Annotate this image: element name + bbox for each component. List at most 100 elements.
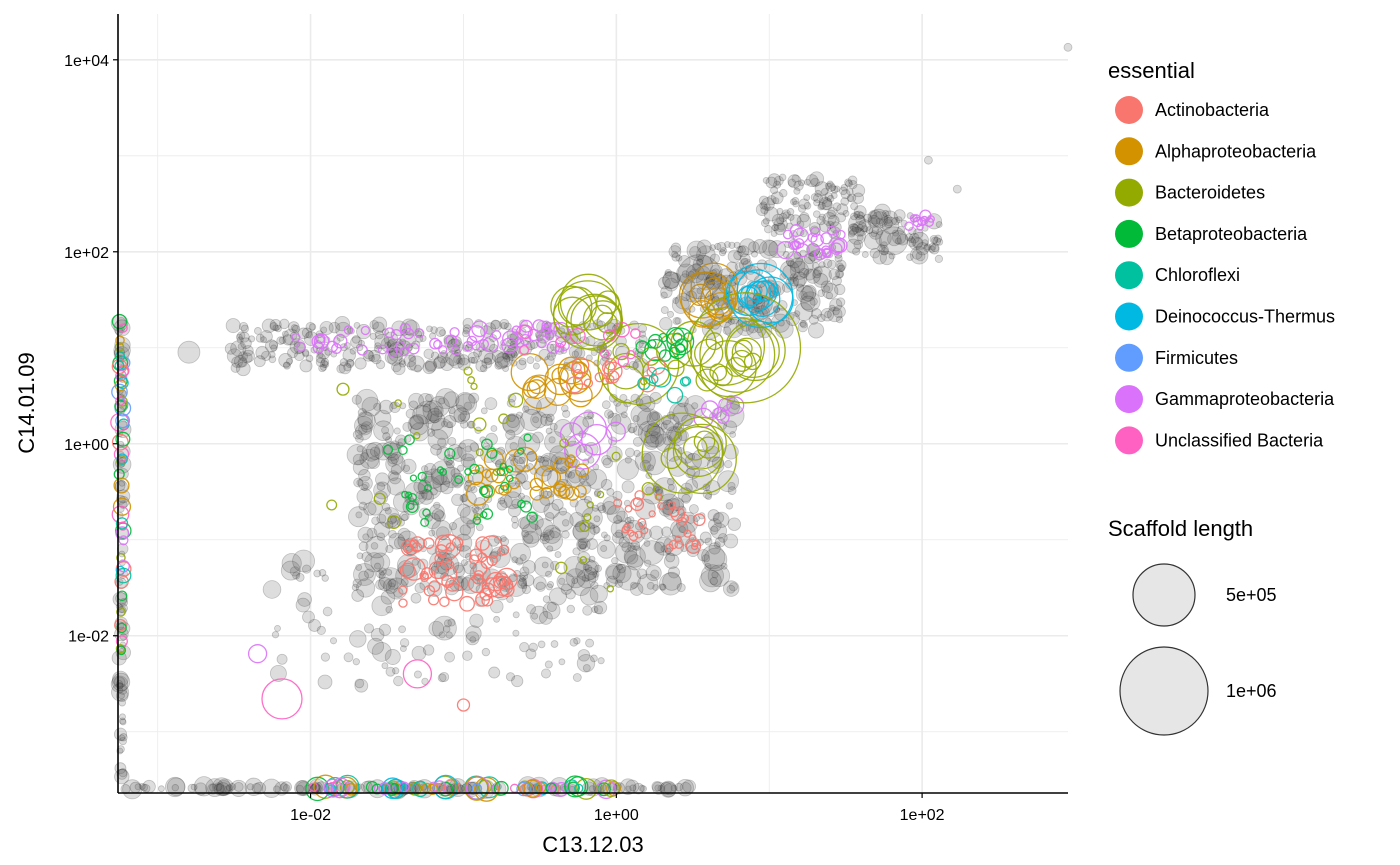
data-point <box>459 524 471 536</box>
data-point <box>418 489 435 505</box>
data-point <box>422 644 435 656</box>
data-point <box>367 456 381 470</box>
data-point <box>521 584 531 595</box>
data-point <box>399 511 410 522</box>
data-point <box>850 212 858 221</box>
data-point <box>445 631 453 639</box>
data-point <box>406 361 417 371</box>
data-point <box>952 184 962 194</box>
data-point <box>290 324 299 332</box>
data-point <box>427 407 443 423</box>
data-point <box>714 536 726 548</box>
data-point <box>606 565 621 580</box>
data-point <box>776 216 785 225</box>
data-point <box>545 511 555 522</box>
data-point <box>556 572 575 591</box>
data-point <box>664 277 679 292</box>
data-point <box>587 571 599 583</box>
data-point <box>376 532 386 541</box>
data-point <box>853 239 864 250</box>
data-point <box>929 234 939 244</box>
data-point <box>269 664 287 682</box>
data-point <box>336 333 345 342</box>
data-point <box>704 562 712 571</box>
data-point <box>537 640 546 649</box>
data-point <box>878 244 889 256</box>
data-point <box>507 504 522 518</box>
data-point <box>350 336 363 349</box>
data-point <box>390 451 404 465</box>
data-point <box>639 459 651 471</box>
data-point <box>408 354 416 362</box>
data-point <box>460 559 468 567</box>
data-point <box>691 402 699 410</box>
data-point <box>727 517 742 531</box>
data-point <box>659 781 673 795</box>
data-point <box>722 580 740 597</box>
data-point <box>764 225 773 234</box>
data-point <box>315 353 326 364</box>
data-point <box>660 420 675 434</box>
data-point <box>356 552 364 560</box>
data-point <box>542 595 551 604</box>
data-point <box>812 269 822 279</box>
data-point <box>569 638 579 647</box>
data-point <box>736 245 744 254</box>
data-point <box>225 318 241 334</box>
legend-swatch <box>1115 426 1143 455</box>
size-legend-label: 1e+06 <box>1226 681 1277 701</box>
data-point <box>193 776 215 797</box>
data-point <box>647 464 655 472</box>
data-point <box>371 642 392 662</box>
legend-swatch <box>1115 96 1143 124</box>
data-point <box>681 494 691 504</box>
data-point <box>652 584 660 591</box>
data-point <box>388 470 399 481</box>
data-point <box>817 203 825 211</box>
data-point <box>499 318 510 329</box>
data-point <box>789 214 802 226</box>
data-point <box>839 186 848 196</box>
data-point <box>665 552 676 563</box>
data-point <box>371 353 382 365</box>
data-point <box>354 423 373 441</box>
data-point <box>848 214 867 233</box>
data-point <box>357 526 374 543</box>
data-point <box>719 403 745 428</box>
data-point <box>470 486 478 494</box>
data-point <box>653 541 666 554</box>
data-point <box>883 219 893 229</box>
data-point <box>542 455 550 463</box>
data-point <box>418 392 433 408</box>
data-point <box>465 625 482 642</box>
data-point <box>319 363 328 371</box>
data-point <box>579 543 587 551</box>
data-point <box>171 784 179 792</box>
data-point <box>283 361 290 369</box>
data-point <box>723 420 738 435</box>
data-point <box>560 583 573 595</box>
data-point <box>800 285 817 302</box>
data-point <box>301 327 313 339</box>
data-point <box>709 576 718 586</box>
data-point <box>782 251 790 258</box>
data-point <box>529 605 549 625</box>
data-point <box>700 564 724 588</box>
data-point <box>713 541 721 549</box>
data-point <box>649 391 662 405</box>
data-point <box>533 556 554 577</box>
data-point <box>660 781 677 798</box>
data-point <box>430 351 440 360</box>
data-point <box>872 250 887 265</box>
data-point <box>646 581 655 590</box>
data-point <box>868 225 883 240</box>
data-point <box>449 404 467 423</box>
data-point <box>364 552 385 573</box>
data-point <box>505 672 516 682</box>
data-point <box>361 551 372 562</box>
data-point <box>718 249 727 257</box>
data-point <box>786 258 795 267</box>
data-point <box>402 464 411 472</box>
data-point <box>359 448 380 469</box>
data-point <box>773 180 782 189</box>
